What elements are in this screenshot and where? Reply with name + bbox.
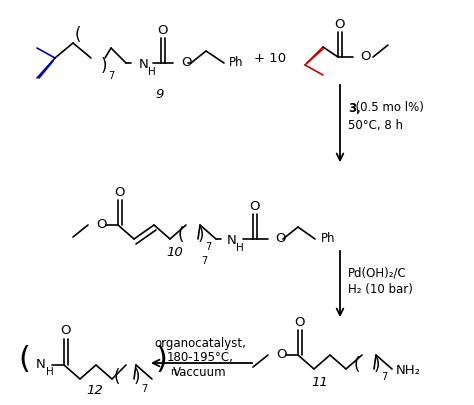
Text: (: (: [75, 26, 82, 44]
Text: O: O: [96, 219, 107, 232]
Text: O: O: [275, 232, 285, 245]
Text: H₂ (10 bar): H₂ (10 bar): [348, 284, 413, 296]
Text: (: (: [354, 356, 360, 374]
Text: Ph: Ph: [229, 57, 244, 70]
Text: H: H: [46, 367, 54, 377]
Text: + 10: + 10: [254, 51, 286, 64]
Text: H: H: [236, 243, 244, 253]
Text: n: n: [170, 367, 176, 377]
Text: 11: 11: [311, 375, 328, 388]
Text: O: O: [276, 348, 286, 362]
Text: (: (: [114, 368, 120, 386]
Text: Ph: Ph: [321, 232, 336, 245]
Text: (: (: [178, 226, 184, 244]
Text: 180-195°C,: 180-195°C,: [166, 352, 233, 365]
Text: O: O: [295, 315, 305, 328]
Text: 7: 7: [201, 256, 207, 266]
Text: ): ): [101, 57, 108, 75]
Text: N: N: [227, 234, 237, 247]
Text: Pd(OH)₂/C: Pd(OH)₂/C: [348, 266, 407, 279]
Text: ): ): [156, 345, 168, 375]
Text: 3,: 3,: [348, 102, 361, 115]
Text: 7: 7: [205, 242, 211, 252]
Text: 7: 7: [381, 372, 387, 382]
Text: ): ): [374, 356, 381, 374]
Text: H: H: [148, 67, 156, 77]
Text: ): ): [198, 226, 204, 244]
Text: O: O: [250, 200, 260, 213]
Text: Vaccuum: Vaccuum: [173, 367, 227, 379]
Text: O: O: [158, 23, 168, 36]
Text: ): ): [134, 368, 140, 386]
Text: 50°C, 8 h: 50°C, 8 h: [348, 119, 403, 132]
Text: N: N: [139, 58, 149, 72]
Text: 10: 10: [167, 245, 183, 258]
Text: (: (: [18, 345, 30, 375]
Text: NH₂: NH₂: [396, 364, 421, 377]
Text: 9: 9: [156, 89, 164, 102]
Text: 7: 7: [108, 71, 114, 81]
Text: N: N: [36, 358, 46, 371]
Text: (0.5 mo l%): (0.5 mo l%): [348, 102, 424, 115]
Text: O: O: [61, 324, 71, 337]
Text: organocatalyst,: organocatalyst,: [154, 337, 246, 350]
Text: 12: 12: [87, 384, 103, 396]
Text: O: O: [335, 17, 345, 30]
Text: O: O: [360, 51, 371, 64]
Text: O: O: [115, 185, 125, 198]
Text: O: O: [181, 57, 191, 70]
Text: 7: 7: [141, 384, 147, 394]
